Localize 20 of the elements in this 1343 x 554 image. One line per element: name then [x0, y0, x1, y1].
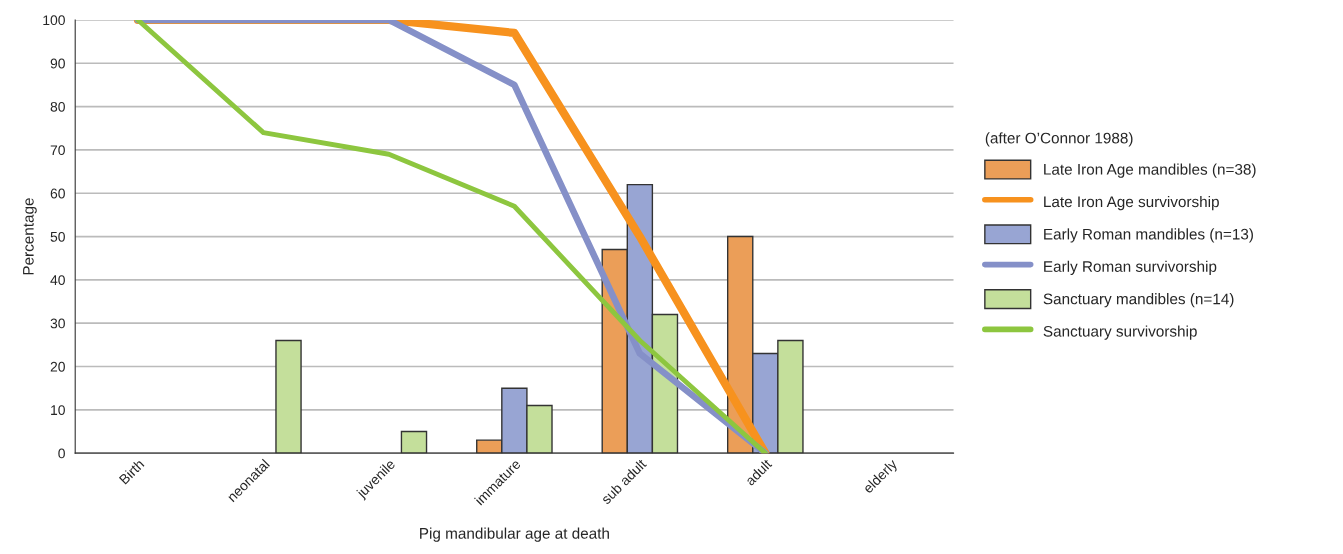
y-tick-label: 60 — [50, 188, 65, 199]
y-axis-title: Percentage — [23, 198, 37, 275]
legend-label: Early Roman survivorship — [1044, 260, 1217, 275]
legend-label: Late Iron Age survivorship — [1044, 195, 1219, 211]
legend-title: (after O’Connor 1988) — [985, 132, 1133, 147]
y-tick-label: 100 — [43, 15, 65, 26]
y-tick-label: 10 — [51, 405, 65, 416]
y-tick-label: 0 — [58, 448, 65, 459]
y-tick-label: 20 — [50, 361, 65, 372]
y-tick-label: 70 — [50, 145, 65, 156]
legend-label: Sanctuary survivorship — [1043, 325, 1197, 340]
y-tick-label: 40 — [50, 275, 65, 286]
y-tick-label: 80 — [50, 101, 65, 112]
y-tick-label: 30 — [50, 318, 65, 329]
legend-label: Sanctuary mandibles (n=14) — [1043, 293, 1234, 308]
y-tick-label: 90 — [50, 58, 65, 69]
legend-label: Early Roman mandibles (n=13) — [1044, 228, 1253, 243]
y-tick-label: 50 — [50, 231, 65, 242]
legend-label: Late Iron Age mandibles (n=38) — [1044, 163, 1256, 178]
x-axis-title: Pig mandibular age at death — [420, 527, 609, 542]
